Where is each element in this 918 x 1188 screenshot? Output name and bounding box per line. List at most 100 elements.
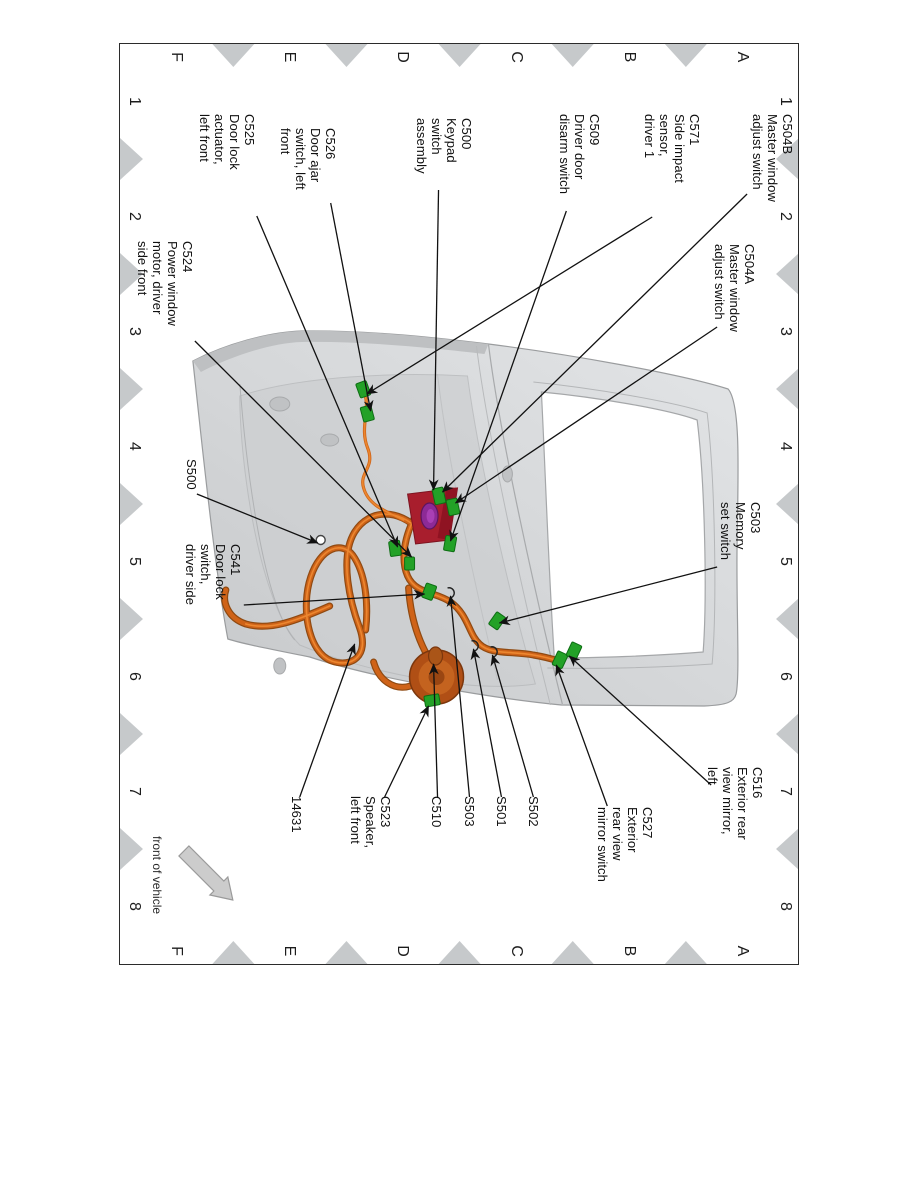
line-s502 (490, 654, 535, 798)
section-marker-triangle (776, 713, 798, 755)
panel-hole (269, 396, 291, 412)
section-marker-triangle (120, 713, 143, 755)
grid-number-bottom-1: 1 (126, 97, 143, 106)
callout-s502: S502 (526, 796, 541, 827)
grid-letter-right-C: C (507, 945, 525, 957)
callout-c541: C541 Door lock switch, driver side (183, 544, 243, 606)
line-c504b (442, 193, 748, 493)
line-s503 (446, 595, 471, 798)
grid-number-bottom-3: 3 (126, 327, 143, 336)
section-marker-triangle (776, 368, 798, 410)
callout-lines (194, 189, 748, 807)
section-marker-triangle (120, 828, 143, 870)
grid-number-bottom-8: 8 (126, 902, 143, 911)
section-marker-triangle (212, 941, 255, 964)
line-c524 (194, 340, 413, 558)
callout-c503: C503 Memory set switch (718, 502, 763, 561)
grid-letter-right-A: A (734, 945, 752, 957)
section-marker-triangle (120, 253, 143, 295)
section-marker-triangle (438, 941, 481, 964)
grid-letter-left-C: C (507, 51, 525, 63)
green-connectors (355, 380, 583, 708)
callout-c525: C525 Door lock actuator, left front (197, 114, 257, 170)
line-c571 (366, 216, 653, 395)
connector-c523 (423, 693, 441, 708)
door-shell (192, 330, 739, 707)
section-marker-triangle (120, 138, 143, 180)
grid-letter-right-D: D (394, 945, 412, 957)
grid-number-top-2: 2 (777, 212, 794, 221)
section-marker-triangle (438, 44, 481, 67)
front-of-vehicle-label: front of vehicle (150, 836, 164, 915)
grid-number-top-8: 8 (777, 902, 794, 911)
grid-letter-left-B: B (621, 51, 639, 63)
callout-c571: C571 Side impact sensor, driver 1 (642, 114, 702, 184)
line-c526 (330, 202, 374, 412)
section-marker-triangle (120, 368, 143, 410)
grid-letter-left-A: A (734, 51, 752, 63)
grid-letter-right-F: F (167, 946, 185, 956)
callout-s500: S500 (184, 459, 199, 490)
line-c527 (555, 664, 608, 807)
callout-c527: C527 Exterior rear view mirror switch (595, 807, 655, 882)
grid-letter-right-B: B (621, 945, 639, 957)
front-of-vehicle-arrow (178, 845, 234, 901)
grid-letter-left-E: E (281, 51, 299, 63)
line-s501 (470, 648, 503, 798)
callout-c509: C509 Driver door disarm switch (557, 114, 602, 195)
grid-letter-left-D: D (394, 51, 412, 63)
line-c503 (498, 566, 718, 626)
callout-c523: C523 Speaker, left front (348, 796, 393, 849)
callout-c524: C524 Power window motor, driver side fro… (135, 241, 195, 327)
panel-hole (320, 433, 340, 447)
line-c516 (568, 655, 712, 786)
section-marker-triangle (551, 941, 594, 964)
window-frame-inner-line (533, 381, 716, 669)
section-marker-triangle (776, 138, 798, 180)
section-marker-triangles (120, 44, 798, 964)
section-marker-triangle (776, 483, 798, 525)
line-c541 (243, 589, 426, 606)
grid-number-top-6: 6 (777, 672, 794, 681)
callout-s501: S501 (494, 796, 509, 827)
inline-connector-c510 (427, 646, 444, 666)
grid-number-top-4: 4 (777, 442, 794, 451)
grid-number-bottom-2: 2 (126, 212, 143, 221)
grid-number-top-7: 7 (777, 787, 794, 796)
speaker-center (428, 669, 445, 685)
grid-number-bottom-5: 5 (126, 557, 143, 566)
section-marker-triangle (120, 598, 143, 640)
diagram-sheet-frame: C504B Master window adjust switch C504A … (119, 43, 799, 965)
connector-c509 (443, 534, 458, 553)
grid-letter-left-F: F (167, 52, 185, 62)
section-marker-triangle (551, 44, 594, 67)
callout-c510: C510 (429, 796, 444, 828)
line-14631 (299, 643, 356, 798)
components (315, 380, 583, 708)
callout-c516: C516 Exterior rear view mirror, left (705, 767, 765, 840)
line-c504a (454, 326, 718, 504)
grid-number-top-3: 3 (777, 327, 794, 336)
door-harness-diagram (120, 44, 798, 964)
section-marker-triangle (664, 941, 707, 964)
section-marker-triangle (120, 483, 143, 525)
grid-number-bottom-4: 4 (126, 442, 143, 451)
callout-c504a: C504A Master window adjust switch (712, 244, 757, 332)
section-marker-triangle (325, 44, 368, 67)
section-marker-triangle (776, 828, 798, 870)
callout-c500: C500 Keypad switch assembly (414, 118, 474, 174)
line-c525 (256, 215, 399, 548)
rotated-diagram-area: C504B Master window adjust switch C504A … (120, 44, 798, 964)
callout-s503: S503 (462, 796, 477, 827)
callout-14631: 14631 (289, 796, 304, 833)
connector-c525 (388, 539, 402, 557)
grid-number-top-1: 1 (777, 97, 794, 106)
wiring-harness (221, 388, 562, 691)
grid-number-bottom-6: 6 (126, 672, 143, 681)
callout-c526: C526 Door ajar switch, left front (278, 128, 338, 190)
connector-extra (404, 556, 416, 571)
section-marker-triangle (664, 44, 707, 67)
callout-c504b: C504B Master window adjust switch (750, 114, 795, 202)
section-marker-triangle (212, 44, 255, 67)
